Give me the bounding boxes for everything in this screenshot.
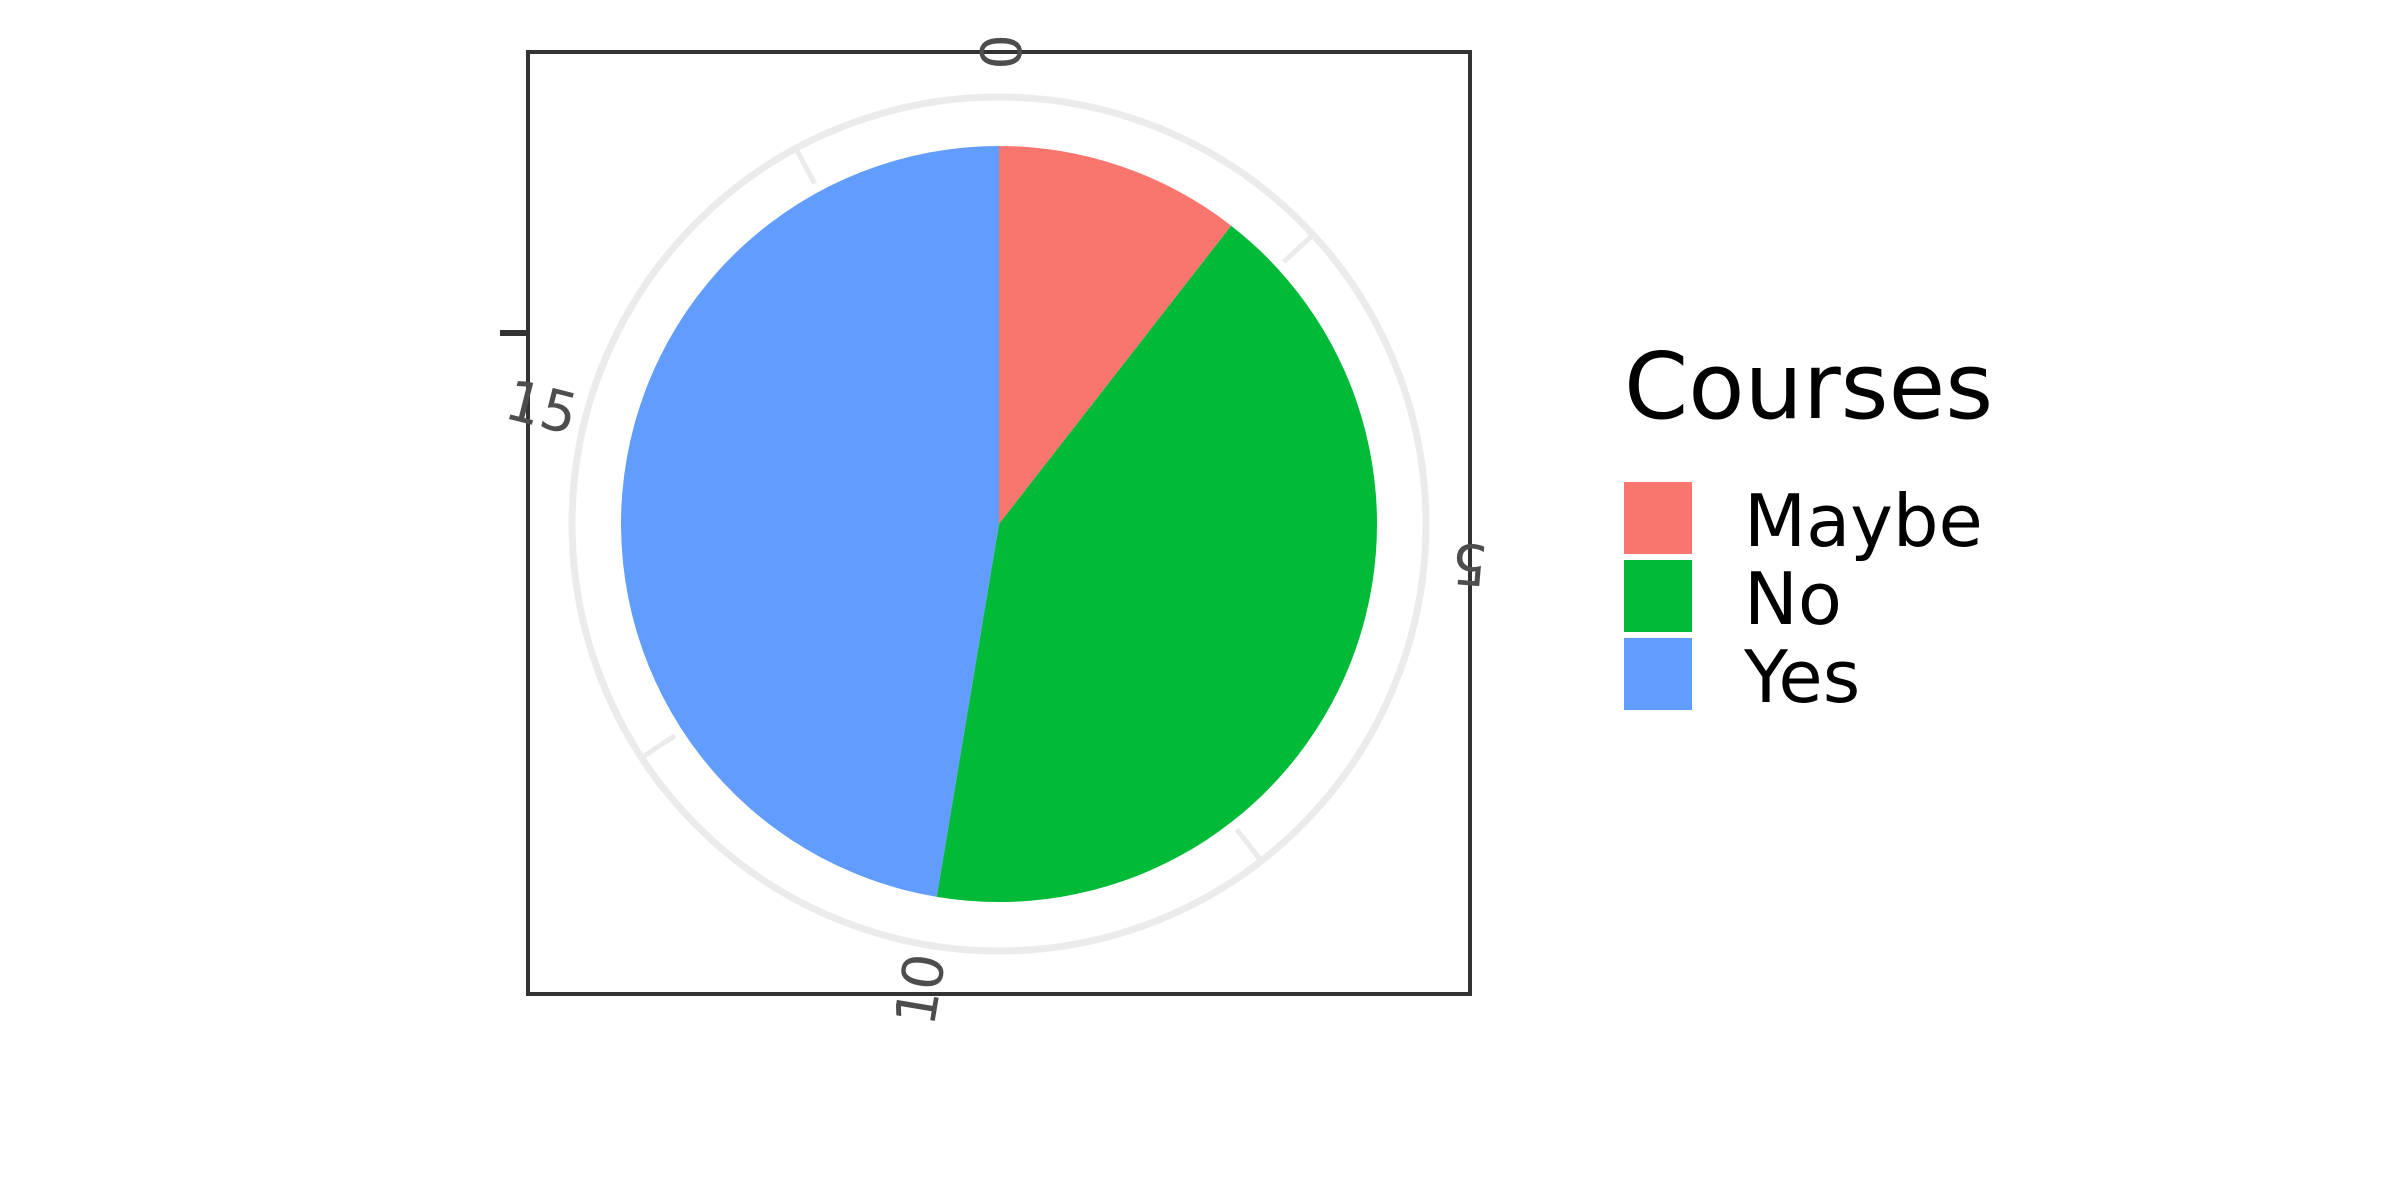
legend-swatch-no <box>1624 560 1692 632</box>
angular-minor-tick <box>1234 827 1264 863</box>
angular-minor-tick <box>640 733 677 760</box>
angular-tick-label-10: 10 <box>883 949 959 1030</box>
angular-minor-tick <box>793 147 818 185</box>
pie-slice-no <box>936 225 1377 902</box>
legend-title: Courses <box>1624 333 1993 440</box>
legend: Courses Maybe No Yes <box>1624 333 1993 719</box>
angular-tick-label-0: 0 <box>967 34 1032 70</box>
minor-ticks <box>640 147 1315 863</box>
pie-slices <box>621 146 1377 902</box>
pie-slice-maybe <box>999 146 1232 524</box>
angular-tick-label-5: 5 <box>1449 529 1490 597</box>
angular-gridline <box>568 93 1430 955</box>
legend-label-no: No <box>1744 557 1842 641</box>
pie-slice-yes <box>621 146 999 897</box>
legend-label-maybe: Maybe <box>1744 479 1983 563</box>
angular-minor-tick <box>1282 232 1315 264</box>
legend-label-yes: Yes <box>1743 635 1860 719</box>
legend-swatch-maybe <box>1624 482 1692 554</box>
legend-swatch-yes <box>1624 638 1692 710</box>
